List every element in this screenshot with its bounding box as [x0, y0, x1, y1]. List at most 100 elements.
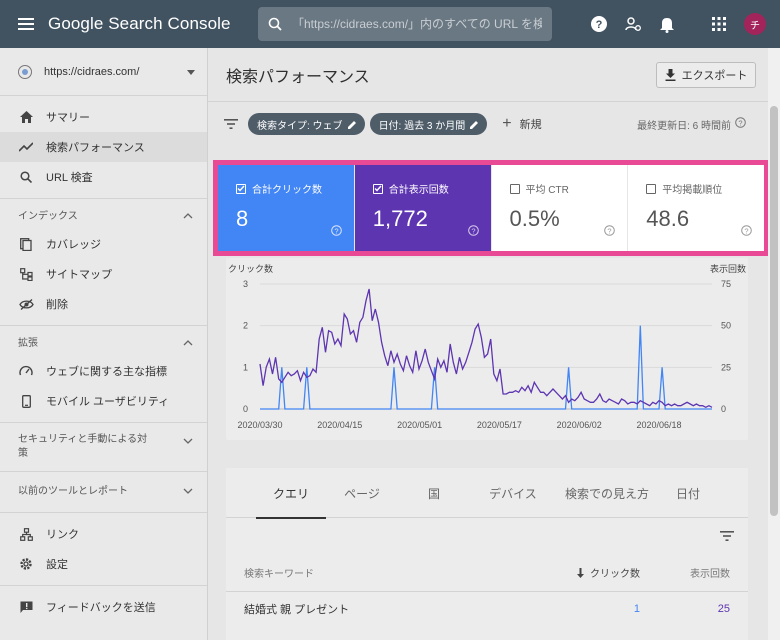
y-left-tick-label: 3	[243, 279, 248, 289]
new-filter-label: 新規	[519, 119, 542, 131]
x-tick-label: 2020/05/17	[477, 420, 522, 430]
y-left-tick-label: 0	[243, 404, 248, 414]
performance-chart-card: クリック数 表示回数 0 1 2 3 0 25 50 75 2020/03/30 2020/04/15…	[226, 258, 748, 440]
filter-list-icon[interactable]	[224, 119, 238, 129]
notifications-bell-icon[interactable]	[650, 7, 684, 41]
url-inspection-search[interactable]	[258, 7, 552, 41]
page-scrollbar[interactable]	[768, 48, 780, 640]
section-title: 拡張	[18, 338, 38, 349]
scrollbar-thumb[interactable]	[770, 106, 778, 516]
search-type-filter-chip[interactable]: 検索タイプ: ウェブ	[248, 113, 365, 135]
help-circle-icon[interactable]: ?	[741, 223, 752, 241]
tab-5[interactable]: 日付	[675, 486, 700, 501]
chip-label: 検索タイプ: ウェブ	[257, 120, 343, 132]
chevron-down-icon	[183, 435, 193, 449]
globe-icon	[18, 64, 32, 79]
tab-0[interactable]: クエリ	[256, 468, 326, 519]
sidebar-item-label: 設定	[46, 559, 68, 571]
y-left-axis-label: クリック数	[228, 263, 273, 274]
y-left-tick-label: 2	[243, 321, 248, 331]
section-legacy[interactable]: 以前のツールとレポート	[0, 478, 207, 506]
tab-1[interactable]: ページ	[344, 486, 380, 501]
help-circle-icon[interactable]: ?	[604, 223, 616, 241]
chevron-down-icon	[183, 485, 193, 499]
metrics-highlight-frame: 合計クリック数 8 ? 合計表示回数 1,772 ? 平均 CTR 0.5% ?…	[213, 160, 768, 256]
checkbox-unchecked-icon[interactable]	[509, 183, 520, 194]
sidebar-item-url-inspection[interactable]: URL 検査	[0, 162, 207, 192]
sidebar-item-links[interactable]: リンク	[0, 519, 207, 549]
hamburger-menu-button[interactable]	[14, 12, 38, 36]
y-right-axis-label: 表示回数	[710, 263, 746, 274]
column-impressions[interactable]: 表示回数	[690, 569, 730, 580]
y-left-tick-label: 1	[243, 362, 248, 372]
export-button[interactable]: エクスポート	[656, 61, 756, 88]
main-content: 検索パフォーマンス エクスポート 検索タイプ: ウェブ 日付: 過去 3 か月間…	[208, 48, 768, 640]
metric-label: 平均 CTR	[525, 185, 569, 196]
sidebar-item-label: 検索パフォーマンス	[46, 142, 145, 154]
sitemap-icon	[18, 266, 34, 282]
cell-clicks: 1	[633, 603, 640, 615]
metric-total-clicks[interactable]: 合計クリック数 8 ?	[218, 165, 355, 251]
sidebar-item-settings[interactable]: 設定	[0, 549, 207, 579]
search-icon	[258, 17, 292, 31]
account-avatar[interactable]: チ	[744, 13, 766, 35]
app-header: Google Search Console ? チ	[0, 0, 780, 48]
download-icon	[665, 68, 676, 81]
sidebar-item-core-web-vitals[interactable]: ウェブに関する主な指標	[0, 356, 207, 386]
sidebar-item-label: ウェブに関する主な指標	[46, 366, 167, 378]
sidebar-item-label: リンク	[46, 529, 79, 541]
export-label: エクスポート	[681, 69, 748, 82]
search-input[interactable]	[292, 17, 542, 31]
manage-users-icon[interactable]	[616, 7, 650, 41]
metric-average-position[interactable]: 平均掲載順位 48.6 ?	[628, 165, 764, 251]
links-icon	[18, 526, 34, 542]
section-enhancements[interactable]: 拡張	[0, 332, 207, 356]
checkbox-checked-icon[interactable]	[236, 183, 246, 194]
metric-average-ctr[interactable]: 平均 CTR 0.5% ?	[491, 165, 629, 251]
page-title: 検索パフォーマンス	[226, 68, 370, 86]
checkbox-checked-icon[interactable]	[372, 183, 383, 194]
column-clicks[interactable]: クリック数	[550, 565, 640, 580]
svg-text:?: ?	[608, 226, 612, 235]
gauge-icon	[18, 363, 34, 379]
feedback-icon	[18, 599, 34, 615]
tab-4[interactable]: 検索での見え方	[564, 486, 649, 501]
help-icon[interactable]: ?	[582, 7, 616, 41]
metric-total-impressions[interactable]: 合計表示回数 1,772 ?	[354, 165, 492, 251]
filter-rows-icon[interactable]	[720, 531, 734, 541]
sidebar-item-performance[interactable]: 検索パフォーマンス	[0, 132, 207, 162]
new-filter-button[interactable]: + 新規	[502, 115, 541, 133]
sidebar-item-mobile-usability[interactable]: モバイル ユーザビリティ	[0, 386, 207, 416]
svg-text:?: ?	[744, 226, 748, 235]
metric-label: 合計表示回数	[388, 185, 449, 196]
trending-icon	[18, 139, 34, 155]
performance-line-chart[interactable]: クリック数 表示回数 0 1 2 3 0 25 50 75 2020/03/30 2020/04/15…	[226, 258, 748, 440]
section-security[interactable]: セキュリティと手動による対策	[0, 429, 207, 465]
section-title: インデックス	[18, 211, 78, 222]
section-index[interactable]: インデックス	[0, 205, 207, 229]
sidebar-item-feedback[interactable]: フィードバックを送信	[0, 592, 207, 622]
apps-grid-icon[interactable]	[702, 7, 736, 41]
column-clicks-label: クリック数	[590, 569, 640, 580]
sidebar-item-sitemaps[interactable]: サイトマップ	[0, 259, 207, 289]
sidebar-item-coverage[interactable]: カバレッジ	[0, 229, 207, 259]
date-filter-chip[interactable]: 日付: 過去 3 か月間	[369, 113, 488, 135]
sort-arrow-down-icon	[577, 567, 584, 578]
sidebar-item-label: カバレッジ	[46, 239, 101, 251]
table-row[interactable]: 結婚式 親 プレゼント 1 25	[226, 592, 748, 626]
checkbox-unchecked-icon[interactable]	[646, 183, 657, 194]
app-title[interactable]: Google Search Console	[48, 14, 231, 33]
property-selector[interactable]: https://cidraes.com/	[0, 48, 207, 96]
help-circle-icon[interactable]: ?	[735, 117, 746, 131]
help-circle-icon[interactable]: ?	[467, 223, 479, 241]
sidebar-item-removals[interactable]: 削除	[0, 289, 207, 319]
help-circle-icon[interactable]: ?	[330, 223, 342, 241]
metric-value: 0.5%	[509, 206, 560, 231]
svg-text:?: ?	[596, 19, 603, 31]
column-query[interactable]: 検索キーワード	[244, 569, 314, 580]
coverage-icon	[18, 236, 34, 252]
tab-2[interactable]: 国	[427, 486, 440, 501]
y-right-tick-label: 25	[721, 362, 731, 372]
tab-3[interactable]: デバイス	[489, 486, 537, 501]
sidebar-item-summary[interactable]: サマリー	[0, 102, 207, 132]
